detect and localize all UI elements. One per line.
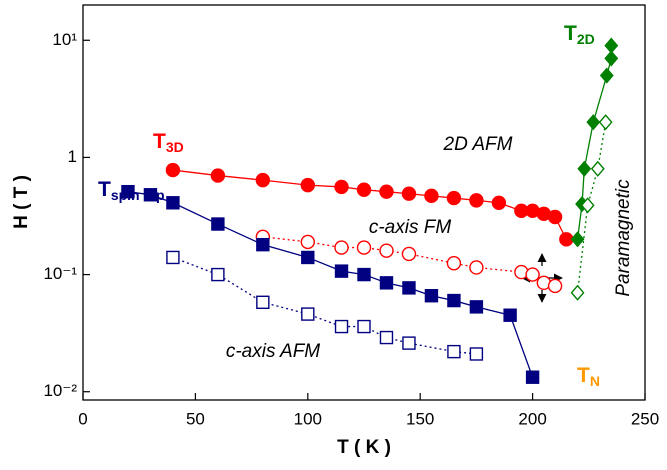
marker (334, 319, 349, 334)
marker (402, 336, 416, 350)
marker (356, 182, 372, 197)
plot-frame (82, 4, 646, 401)
marker (334, 240, 349, 255)
marker (447, 344, 461, 359)
y-axis-title: H ( T ) (11, 175, 32, 229)
marker (469, 193, 484, 208)
marker (357, 319, 371, 334)
marker (401, 246, 417, 262)
series-label-main: T (98, 178, 111, 201)
marker (255, 172, 271, 188)
marker (469, 300, 484, 314)
marker (301, 307, 315, 321)
y-tick-label: 10⁻² (43, 381, 77, 400)
marker (334, 179, 349, 195)
marker (577, 160, 592, 177)
series-label-main: T (564, 22, 577, 45)
marker (210, 168, 226, 183)
y-tick-label: 10¹ (52, 30, 77, 49)
marker (334, 264, 349, 278)
series-label: T2D (564, 22, 595, 47)
marker (165, 162, 181, 178)
marker (356, 240, 372, 255)
marker (357, 267, 371, 282)
marker (547, 278, 563, 294)
annotation: c-axis FM (369, 217, 452, 238)
x-tick-label: 100 (294, 409, 322, 428)
marker (570, 231, 585, 248)
annotation: 2D AFM (443, 134, 513, 155)
marker (469, 260, 484, 275)
marker (301, 250, 315, 265)
marker (256, 237, 270, 252)
series-label: T3D (153, 130, 184, 155)
marker (300, 177, 315, 193)
marker (424, 289, 439, 303)
marker (379, 330, 394, 345)
marker (121, 184, 135, 199)
annotation-sub: N (590, 373, 600, 389)
x-tick-label: 200 (518, 409, 546, 428)
marker (598, 114, 613, 131)
x-tick-label: 150 (406, 409, 434, 428)
marker (300, 234, 315, 250)
annotation: c-axis AFM (226, 341, 320, 362)
marker (166, 250, 180, 265)
marker (424, 188, 439, 204)
annotation-main: T (577, 364, 590, 387)
marker (446, 190, 462, 206)
x-tick-label: 50 (186, 409, 205, 428)
marker (599, 67, 614, 84)
marker (580, 197, 595, 214)
annotation: Paramagnetic (613, 179, 634, 297)
annotation: TN (577, 364, 600, 389)
x-tick-label: 250 (631, 409, 659, 428)
marker (402, 281, 416, 295)
marker (166, 196, 180, 210)
marker (525, 370, 540, 384)
x-tick-label: 0 (78, 409, 87, 428)
series-label-sub: 3D (166, 139, 184, 155)
marker (590, 160, 605, 177)
y-tick-label: 1 (68, 147, 77, 166)
marker (143, 188, 158, 202)
marker (547, 209, 563, 225)
marker (211, 267, 225, 282)
marker (211, 217, 225, 231)
series-label-main: T (153, 130, 166, 153)
marker (447, 293, 461, 308)
marker (379, 276, 394, 290)
marker (256, 295, 270, 309)
series-label: Tspin flip (98, 178, 165, 203)
marker (379, 184, 394, 199)
marker (604, 50, 619, 67)
marker (525, 267, 540, 282)
series-label-sub: spin flip (111, 187, 165, 203)
marker (570, 284, 585, 301)
y-tick-label: 10⁻¹ (43, 264, 77, 283)
marker (446, 256, 462, 271)
marker (469, 347, 484, 361)
marker (503, 308, 517, 322)
marker (586, 114, 601, 131)
marker (491, 195, 507, 210)
series-label-sub: 2D (577, 31, 595, 47)
series-line (576, 122, 607, 293)
series-line (172, 256, 477, 355)
marker (379, 243, 394, 258)
x-axis-title: T ( K ) (337, 437, 391, 458)
marker (401, 186, 417, 201)
marker (604, 37, 619, 54)
